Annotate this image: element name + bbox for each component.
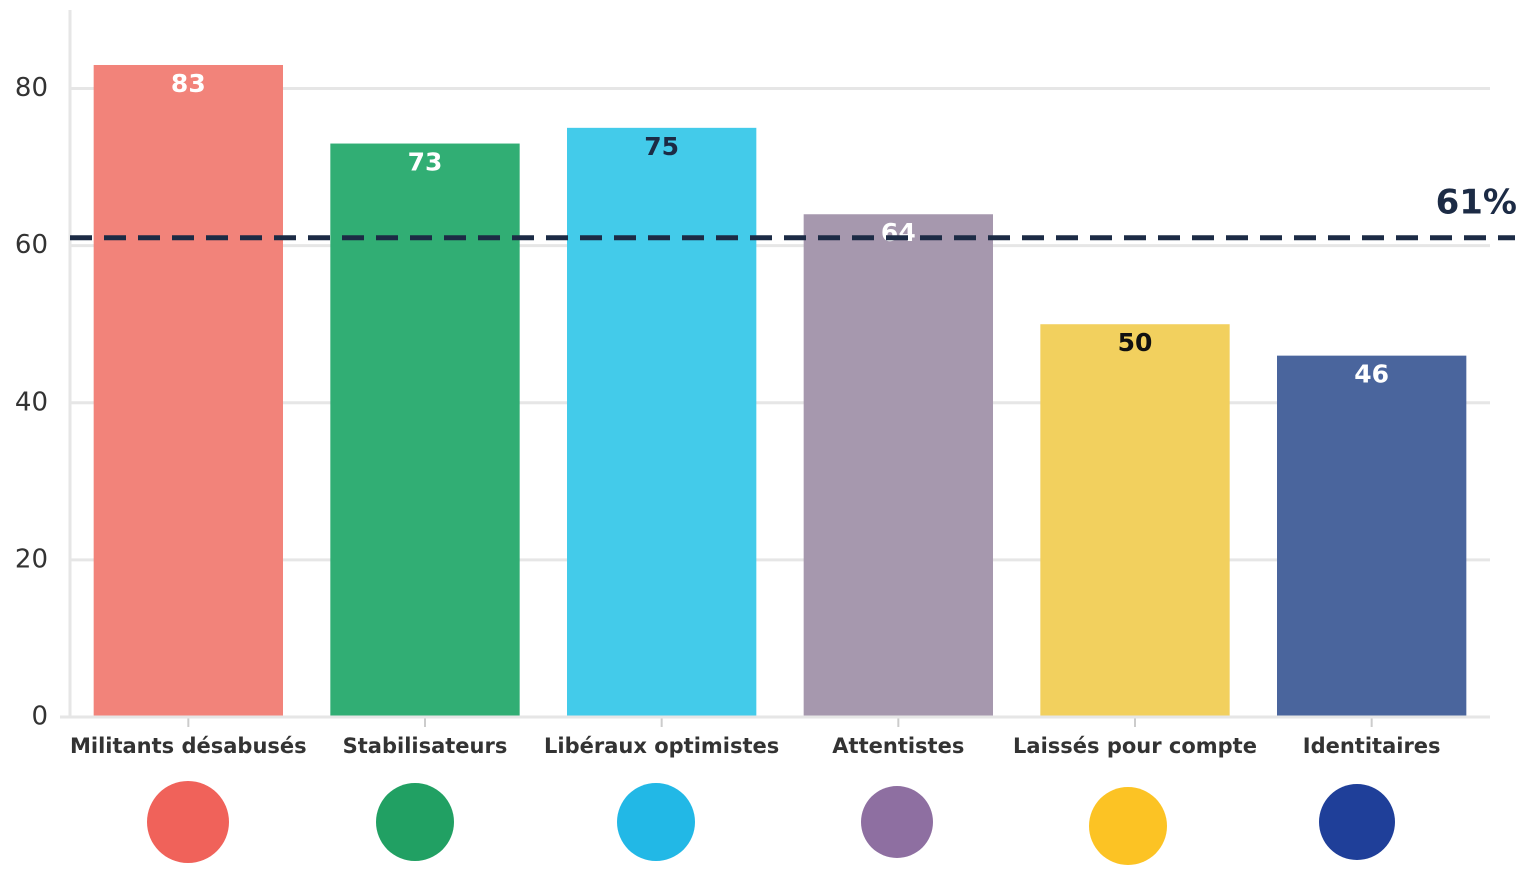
data-label: 50 xyxy=(1118,328,1153,357)
bar xyxy=(803,214,993,717)
x-tick-label: Libéraux optimistes xyxy=(544,734,779,758)
bar xyxy=(567,127,757,718)
bar xyxy=(93,64,284,717)
persona-icons xyxy=(147,781,1395,865)
data-label: 46 xyxy=(1354,360,1389,389)
y-tick-label: 20 xyxy=(15,544,48,574)
data-label: 64 xyxy=(881,218,916,247)
bar xyxy=(330,143,520,718)
bar xyxy=(1040,324,1230,717)
x-tick-label: Laissés pour compte xyxy=(1013,734,1257,758)
x-tick-label: Identitaires xyxy=(1303,734,1441,758)
x-tick-label: Militants désabusés xyxy=(70,734,307,758)
y-tick-label: 80 xyxy=(15,73,48,103)
persona-icon xyxy=(617,783,695,861)
data-label: 83 xyxy=(171,69,206,98)
y-tick-label: 40 xyxy=(15,387,48,417)
y-tick-label: 60 xyxy=(15,230,48,260)
y-tick-label: 0 xyxy=(31,702,48,732)
persona-icon xyxy=(1089,787,1167,865)
reference-label: 61% xyxy=(1436,182,1517,222)
x-tick-label: Stabilisateurs xyxy=(343,734,508,758)
data-label: 73 xyxy=(408,148,443,177)
persona-icon xyxy=(147,781,229,863)
x-tick-label: Attentistes xyxy=(832,734,964,758)
data-label: 75 xyxy=(644,132,679,161)
bar xyxy=(1277,355,1467,717)
persona-icon xyxy=(861,786,933,858)
persona-icon xyxy=(1319,784,1395,860)
persona-icon xyxy=(376,783,454,861)
